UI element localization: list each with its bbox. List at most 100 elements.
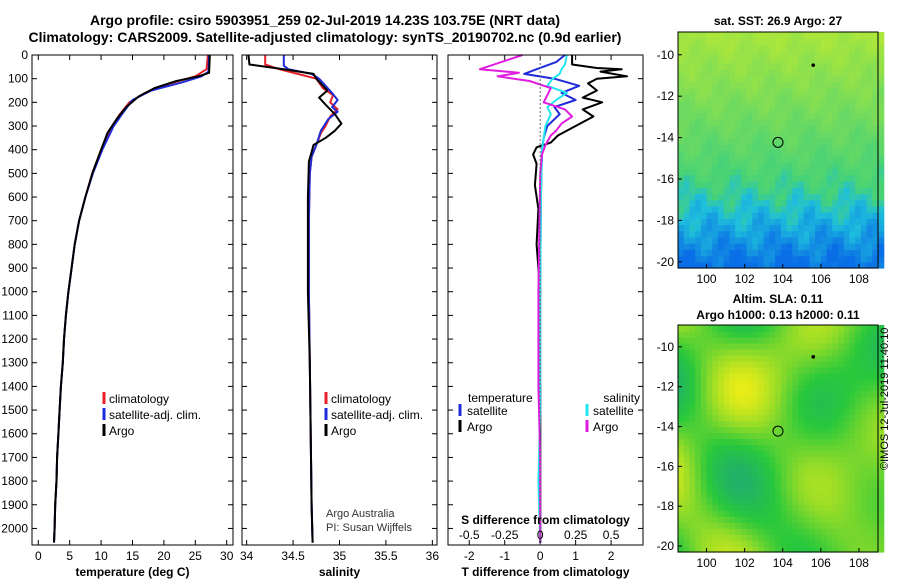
top-axis-tick-label: -0.25 xyxy=(491,528,519,542)
y-tick-label: 100 xyxy=(8,72,28,86)
y-tick-label: 1800 xyxy=(1,474,28,488)
x-tick-label-difference: 2 xyxy=(608,549,615,563)
figure-title-line1: Argo profile: csiro 5903951_259 02-Jul-2… xyxy=(89,12,560,28)
map-x-tick-label-sla_map: 108 xyxy=(849,556,869,570)
top-axis-label: S difference from climatology xyxy=(461,513,630,527)
map-x-tick-label-sla_map: 106 xyxy=(811,556,831,570)
map-x-tick-label-sla_map: 102 xyxy=(735,556,755,570)
map-y-tick-label-sla_map: -10 xyxy=(657,340,675,354)
y-tick-label: 500 xyxy=(8,166,28,180)
y-tick-label: 2000 xyxy=(1,521,28,535)
map-x-tick-label-sst_map: 106 xyxy=(811,272,831,286)
y-tick-label: 700 xyxy=(8,214,28,228)
map-y-tick-label-sst_map: -18 xyxy=(657,213,675,227)
series-temperature-argo xyxy=(53,54,211,543)
legend-label-temperature: satellite xyxy=(467,404,508,418)
series-salinity-argo xyxy=(247,54,343,543)
axes-frame-salinity xyxy=(241,54,438,546)
x-axis-label-salinity: salinity xyxy=(319,565,361,579)
top-axis-tick-label: 0.5 xyxy=(603,528,620,542)
top-axis-tick-label: 0 xyxy=(537,528,544,542)
map-y-tick-label-sst_map: -14 xyxy=(657,131,675,145)
y-tick-label: 1900 xyxy=(1,498,28,512)
island-marker xyxy=(811,63,816,67)
axes-frame-difference xyxy=(447,54,644,546)
y-tick-label: 800 xyxy=(8,237,28,251)
map-y-tick-label-sst_map: -10 xyxy=(657,48,675,62)
copyright-stamp: ©IMOS 12-Jul-2019 11:40:10 xyxy=(879,327,891,470)
map-y-tick-label-sla_map: -20 xyxy=(657,539,675,553)
x-tick-label-salinity: 35 xyxy=(333,549,347,563)
y-tick-label: 0 xyxy=(21,48,28,62)
map-title-sla_map: Argo h1000: 0.13 h2000: 0.11 xyxy=(696,308,860,322)
x-tick-label-difference: -2 xyxy=(464,549,475,563)
map-y-tick-label-sst_map: -20 xyxy=(657,255,675,269)
map-x-tick-label-sst_map: 104 xyxy=(773,272,793,286)
axes-frame-temperature xyxy=(31,54,234,546)
figure-title-line2: Climatology: CARS2009. Satellite-adjuste… xyxy=(28,29,622,45)
legend-label-salinity: Argo xyxy=(331,424,357,438)
map-y-tick-label-sla_map: -16 xyxy=(657,459,675,473)
series-temperature-climatology xyxy=(53,54,209,543)
series-difference-salinity-satellite xyxy=(537,54,568,543)
map-x-tick-label-sst_map: 108 xyxy=(849,272,869,286)
map-sst_map xyxy=(678,32,885,269)
legend-label-temperature: Argo xyxy=(109,424,135,438)
x-axis-label-difference: T difference from climatology xyxy=(461,565,629,579)
map-title-sla_map: Altim. SLA: 0.11 xyxy=(733,292,824,306)
map-x-tick-label-sst_map: 100 xyxy=(697,272,717,286)
legend-label-temperature: climatology xyxy=(109,392,169,406)
series-salinity-climatology xyxy=(264,55,339,543)
y-tick-label: 1300 xyxy=(1,356,28,370)
legend-header-salinity: salinity xyxy=(603,391,640,405)
x-tick-label-difference: 1 xyxy=(572,549,579,563)
x-tick-label-temperature: 0 xyxy=(35,549,42,563)
map-y-tick-label-sla_map: -18 xyxy=(657,499,675,513)
y-tick-label: 1700 xyxy=(1,450,28,464)
top-axis-tick-label: 0.25 xyxy=(564,528,588,542)
legend-label-temperature: satellite-adj. clim. xyxy=(109,408,201,422)
map-y-tick-label-sla_map: -14 xyxy=(657,420,675,434)
y-tick-label: 1500 xyxy=(1,403,28,417)
x-tick-label-difference: 0 xyxy=(537,549,544,563)
y-tick-label: 1400 xyxy=(1,379,28,393)
top-axis-tick-label: -0.5 xyxy=(459,528,480,542)
annotation-argo-australia: PI: Susan Wijffels xyxy=(326,522,412,534)
series-temperature-satellite-adj-clim- xyxy=(53,54,211,543)
map-title-sst_map: sat. SST: 26.9 Argo: 27 xyxy=(714,14,843,28)
legend-label-salinity: Argo xyxy=(593,420,619,434)
y-tick-label: 1200 xyxy=(1,332,28,346)
y-tick-label: 900 xyxy=(8,261,28,275)
x-tick-label-salinity: 36 xyxy=(426,549,440,563)
x-axis-label-temperature: temperature (deg C) xyxy=(75,565,189,579)
y-tick-label: 1000 xyxy=(1,285,28,299)
x-tick-label-temperature: 25 xyxy=(189,549,203,563)
x-tick-label-temperature: 20 xyxy=(157,549,171,563)
legend-label-salinity: climatology xyxy=(331,392,391,406)
map-y-tick-label-sst_map: -16 xyxy=(657,172,675,186)
map-x-tick-label-sla_map: 104 xyxy=(773,556,793,570)
x-tick-label-salinity: 34 xyxy=(240,549,254,563)
y-tick-label: 1100 xyxy=(2,308,28,322)
series-difference-temperature-argo xyxy=(532,55,628,543)
legend-label-salinity: satellite-adj. clim. xyxy=(331,408,423,422)
legend-label-salinity: satellite xyxy=(593,404,634,418)
island-marker xyxy=(811,355,816,359)
map-x-tick-label-sla_map: 100 xyxy=(697,556,717,570)
y-tick-label: 600 xyxy=(8,190,28,204)
x-tick-label-temperature: 30 xyxy=(220,549,234,563)
x-tick-label-temperature: 10 xyxy=(94,549,108,563)
y-tick-label: 1600 xyxy=(1,427,28,441)
annotation-argo-australia: Argo Australia xyxy=(326,508,395,520)
map-y-tick-label-sst_map: -12 xyxy=(657,89,675,103)
argo-position-marker xyxy=(772,136,784,148)
map-y-tick-label-sla_map: -12 xyxy=(657,380,675,394)
y-tick-label: 200 xyxy=(8,95,28,109)
x-tick-label-salinity: 35.5 xyxy=(374,549,398,563)
y-tick-label: 400 xyxy=(8,143,28,157)
x-tick-label-difference: -1 xyxy=(499,549,510,563)
map-frame-sla_map xyxy=(677,324,879,553)
legend-label-temperature: Argo xyxy=(467,420,493,434)
x-tick-label-temperature: 5 xyxy=(66,549,73,563)
